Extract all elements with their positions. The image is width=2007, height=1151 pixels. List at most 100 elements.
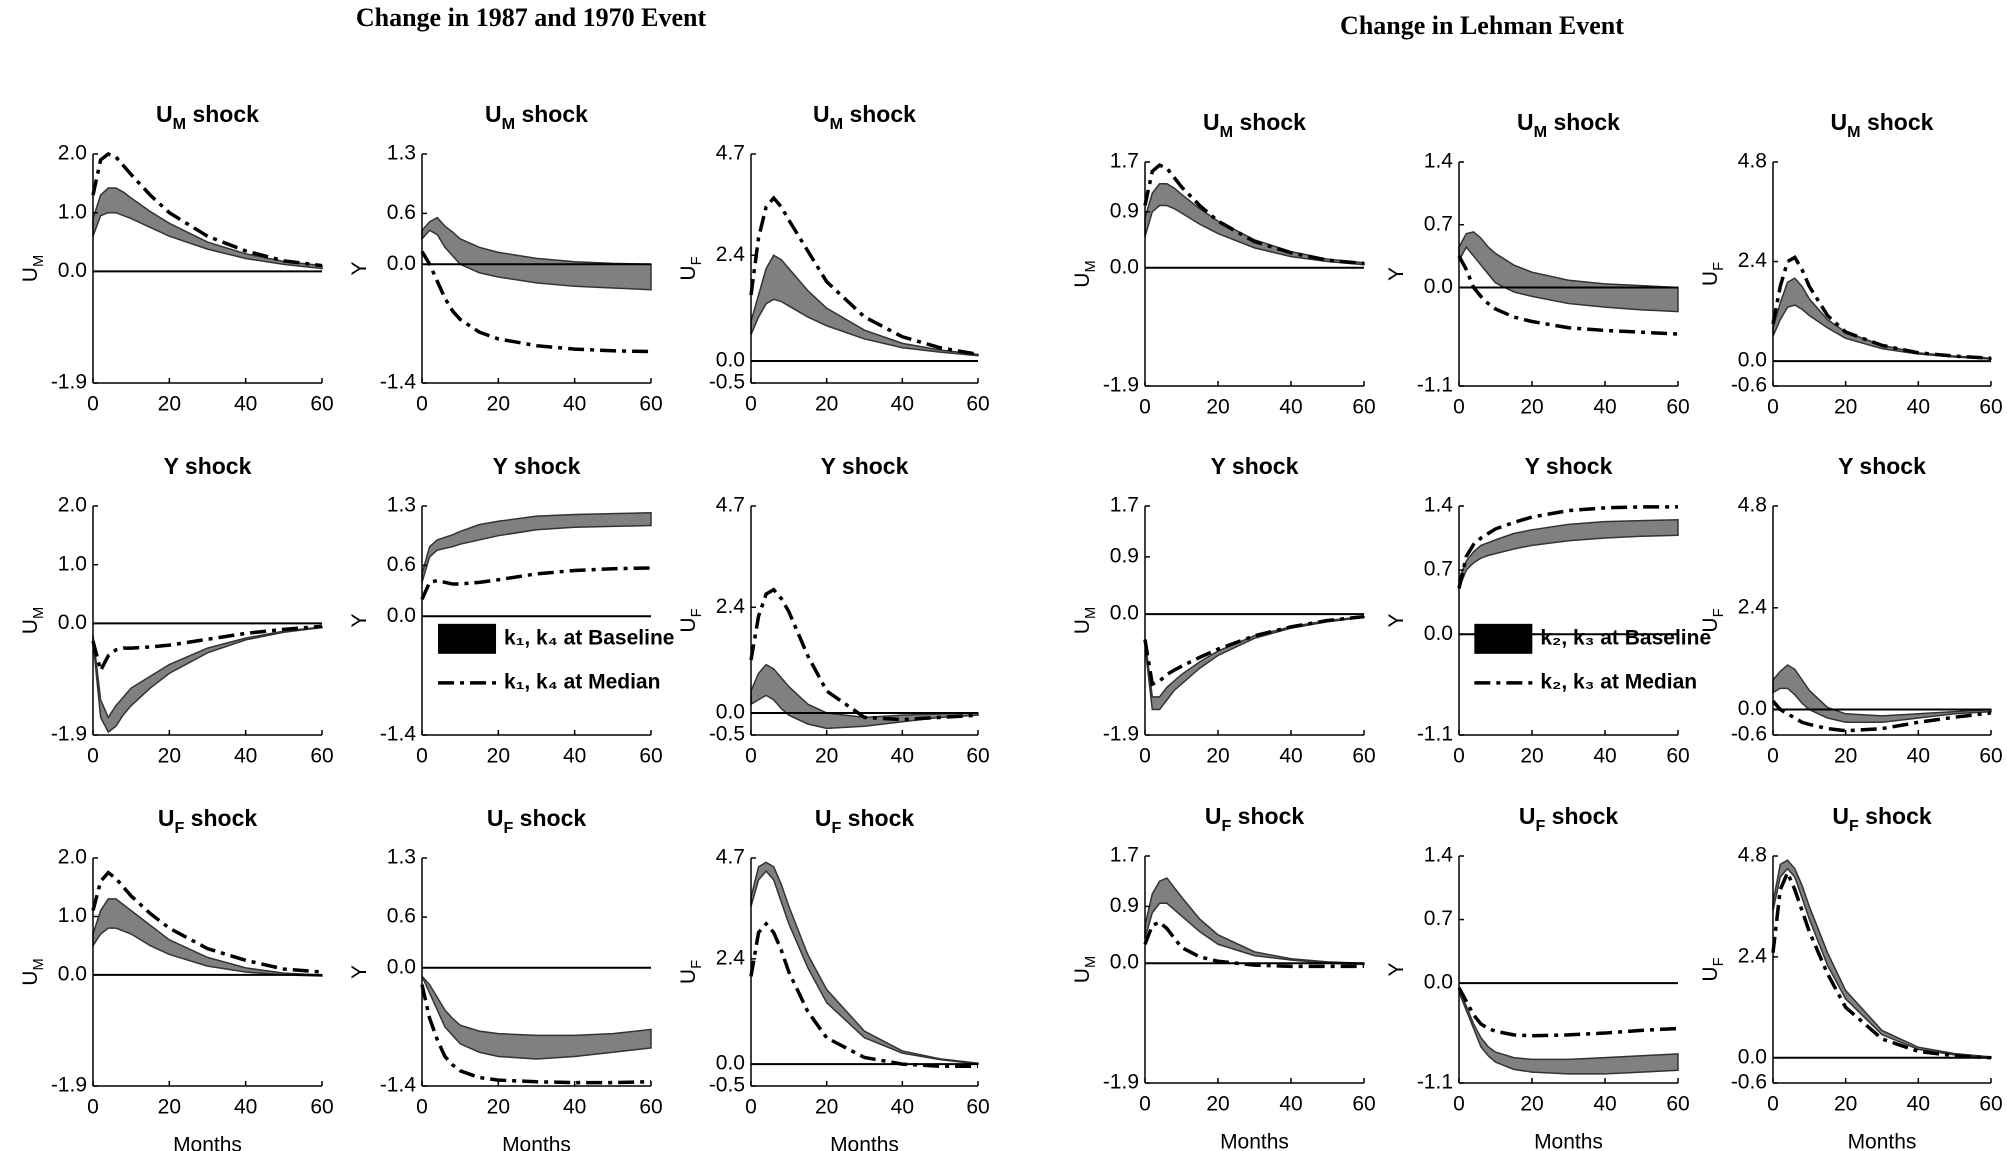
y-tick-label: 2.4 <box>716 595 746 618</box>
panel-title-rest: shock <box>513 805 586 831</box>
y-tick-label: 1.7 <box>1110 494 1139 517</box>
y-tick-label: 1.4 <box>1424 844 1454 867</box>
x-tick-label: 20 <box>1206 1093 1229 1116</box>
y-tick-label: 2.4 <box>1738 944 1768 967</box>
y-tick-label: -1.4 <box>380 1074 417 1097</box>
median-line <box>1143 920 1364 969</box>
y-axis-label: UM <box>19 958 47 985</box>
panel-title-main: Y shock <box>821 453 909 479</box>
y-axis-label: Y <box>1385 267 1408 281</box>
y-tick-label: -1.4 <box>380 723 417 746</box>
x-tick-label: 60 <box>1352 1093 1375 1116</box>
y-tick-label: 0.7 <box>1424 558 1453 581</box>
panel-title: Y shock <box>1211 453 1299 479</box>
y-axis-label: UM <box>19 607 47 634</box>
x-tick-label: 40 <box>234 393 257 416</box>
x-tick-label: 40 <box>1593 396 1616 419</box>
panel-title: UM shock <box>1831 109 1934 141</box>
x-tick-label: 20 <box>1520 396 1543 419</box>
panel-title-sub: M <box>1847 123 1860 141</box>
panel-title-main: U <box>1203 109 1220 135</box>
y-axis-label-main: U <box>1699 966 1722 981</box>
x-tick-label: 0 <box>1453 1093 1465 1116</box>
x-tick-label: 0 <box>416 1096 428 1119</box>
y-axis-label-sub: M <box>31 958 47 970</box>
panel-title-sub: M <box>173 115 186 133</box>
y-axis-label-main: Y <box>1385 613 1408 627</box>
y-axis-label: UF <box>1699 608 1727 632</box>
x-tick-label: 0 <box>1453 745 1465 768</box>
x-tick-label: 20 <box>1206 745 1229 768</box>
panel-title: Y shock <box>493 453 581 479</box>
x-tick-label: 40 <box>1907 745 1930 768</box>
legend-label: k₂, k₃ at Median <box>1540 670 1697 693</box>
panel-title: Y shock <box>1525 453 1613 479</box>
band <box>750 254 979 357</box>
panel-title-rest: shock <box>1545 803 1618 829</box>
panel-title-main: U <box>485 101 502 127</box>
panel-title-sub: M <box>1534 123 1547 141</box>
x-tick-label: 20 <box>815 745 838 768</box>
y-axis-label-sub: F <box>689 960 705 969</box>
legend-swatch <box>438 623 497 654</box>
panel-title-main: Y shock <box>493 453 581 479</box>
panel-title-sub: F <box>503 819 513 837</box>
y-tick-label: 1.3 <box>387 846 416 869</box>
y-tick-label: 0.6 <box>387 201 416 224</box>
panel-title: Y shock <box>164 453 252 479</box>
y-axis-label: UM <box>1071 956 1099 983</box>
y-tick-label: 0.0 <box>387 604 416 627</box>
panel-title: UM shock <box>813 101 916 133</box>
x-tick-label: 0 <box>745 1096 757 1119</box>
band <box>92 626 323 734</box>
y-tick-label: 4.7 <box>716 494 745 517</box>
median-line <box>420 250 652 354</box>
y-tick-label: 4.8 <box>1738 844 1767 867</box>
x-tick-label: 40 <box>1907 1093 1930 1116</box>
y-tick-label: -0.5 <box>709 723 745 746</box>
y-tick-label: -1.4 <box>380 371 417 394</box>
median-line <box>1771 868 1992 1060</box>
y-tick-label: -0.5 <box>709 371 745 394</box>
panel-title-rest: shock <box>1861 109 1934 135</box>
panel-title-main: U <box>1519 803 1536 829</box>
y-tick-label: -1.9 <box>51 723 87 746</box>
x-tick-label: 60 <box>966 393 989 416</box>
panel-title: UM shock <box>156 101 259 133</box>
y-tick-label: 0.0 <box>58 962 87 985</box>
x-tick-label: 0 <box>416 745 428 768</box>
legend-swatch <box>1474 623 1533 654</box>
panel-title-main: U <box>1831 109 1848 135</box>
band <box>1458 518 1679 589</box>
x-axis-label: Months <box>173 1134 242 1151</box>
y-tick-label: 1.7 <box>1110 844 1139 867</box>
x-tick-label: 0 <box>1767 745 1779 768</box>
x-tick-label: 0 <box>1139 1093 1151 1116</box>
y-axis-label: Y <box>1385 962 1408 976</box>
median-line <box>91 870 323 974</box>
x-tick-label: 60 <box>1666 1093 1689 1116</box>
x-tick-label: 20 <box>1834 396 1857 419</box>
x-tick-label: 0 <box>745 745 757 768</box>
x-tick-label: 60 <box>1352 396 1375 419</box>
panel-title: Y shock <box>821 453 909 479</box>
panel-title-main: U <box>1205 803 1222 829</box>
legend-label: k₁, k₄ at Baseline <box>504 626 674 649</box>
y-tick-label: 0.7 <box>1424 907 1453 930</box>
panel-title-main: Y shock <box>1838 453 1926 479</box>
y-tick-label: 0.0 <box>387 955 416 978</box>
y-axis-label: UF <box>1699 957 1727 981</box>
y-axis-label-main: U <box>1071 619 1094 634</box>
x-axis-label: Months <box>502 1134 571 1151</box>
x-tick-label: 0 <box>87 1096 99 1119</box>
x-tick-label: 60 <box>1979 396 2002 419</box>
panel-title: UM shock <box>1517 109 1620 141</box>
x-tick-label: 40 <box>1907 396 1930 419</box>
x-tick-label: 0 <box>1767 1093 1779 1116</box>
band <box>421 512 652 583</box>
panel-title-rest: shock <box>184 805 257 831</box>
group-title: Change in Lehman Event <box>1340 11 1624 40</box>
y-tick-label: 1.0 <box>58 904 87 927</box>
x-tick-label: 20 <box>158 393 181 416</box>
median-line <box>1457 986 1679 1038</box>
